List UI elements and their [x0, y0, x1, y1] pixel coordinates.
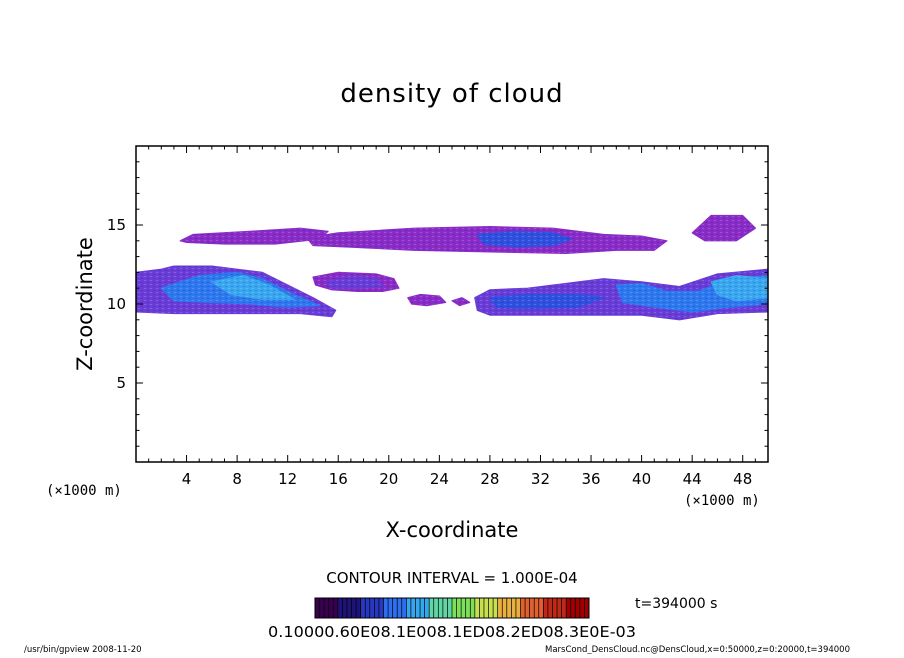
y-axis-label: Z-coordinate: [73, 237, 97, 371]
region-upper-band-east-blob-texture: [692, 215, 756, 241]
x-unit-right: (×1000 m): [684, 493, 760, 509]
region-upper-band-west-texture: [180, 228, 329, 244]
colorbar-segment: [474, 598, 499, 618]
colorbar-segment: [429, 598, 453, 618]
y-tick-label: 10: [107, 295, 126, 313]
x-axis-label: X-coordinate: [386, 518, 519, 542]
x-tick-label: 44: [683, 470, 702, 488]
colorbar-segment: [497, 598, 521, 618]
colorbar-segment: [383, 598, 407, 618]
y-ticks: 5 10 15: [107, 161, 768, 447]
colorbar-segment: [543, 598, 567, 618]
x-tick-label: 32: [531, 470, 550, 488]
footer-left: /usr/bin/gpview 2008-11-20: [24, 645, 142, 654]
heatmap-regions: [136, 214, 768, 321]
x-tick-label: 40: [632, 470, 651, 488]
x-unit-left: (×1000 m): [46, 483, 122, 499]
x-tick-label: 12: [278, 470, 297, 488]
region-small-fragment-b-texture: [452, 297, 470, 306]
time-label: t=394000 s: [635, 596, 717, 612]
colorbar-segment: [360, 598, 384, 618]
x-tick-label: 28: [480, 470, 499, 488]
colorbar-segment: [452, 598, 476, 618]
x-tick-label: 4: [182, 470, 192, 488]
footer-right: MarsCond_DensCloud.nc@DensCloud,x=0:5000…: [545, 645, 850, 654]
x-ticks: 4 8 12 16 20 24 28 32 36 40 44 48: [148, 146, 756, 488]
region-mid-patch-core-texture: [325, 275, 384, 289]
colorbar-segment: [520, 598, 544, 618]
x-tick-label: 16: [329, 470, 348, 488]
colorbar-segment: [315, 598, 339, 618]
colorbar-frame: [314, 597, 590, 619]
region-lower-west-hot-texture: [211, 275, 294, 300]
region-upper-band-core-texture: [477, 231, 573, 248]
colorbar-segment: [566, 598, 590, 618]
contour-interval-label: CONTOUR INTERVAL = 1.000E-04: [326, 569, 577, 587]
region-lower-east-hot-texture: [711, 275, 768, 301]
colorbar: [314, 598, 590, 618]
colorbar-labels: 0.10000.60E08.1E008.1ED08.2ED08.3E0E-03: [268, 623, 636, 641]
region-small-fragment-a-texture: [407, 294, 446, 306]
x-tick-label: 20: [379, 470, 398, 488]
x-tick-label: 24: [430, 470, 449, 488]
colorbar-segment: [406, 598, 430, 618]
colorbar-segment: [337, 598, 362, 618]
y-tick-label: 5: [116, 374, 126, 392]
x-tick-label: 8: [232, 470, 242, 488]
y-tick-label: 15: [107, 216, 126, 234]
x-tick-label: 36: [581, 470, 600, 488]
region-lower-east-band-texture: [489, 294, 604, 309]
x-tick-label: 48: [733, 470, 752, 488]
chart-title: density of cloud: [340, 79, 563, 109]
